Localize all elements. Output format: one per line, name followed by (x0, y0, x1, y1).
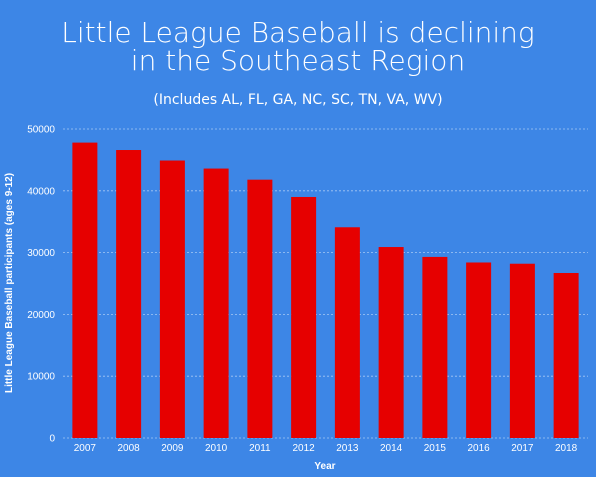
y-tick-labels: 0 10000 20000 30000 40000 50000 (27, 125, 55, 445)
bar-2008 (116, 150, 142, 438)
x-tick-label: 2008 (118, 443, 141, 454)
y-tick-label: 40000 (27, 186, 55, 197)
bar-2016 (466, 262, 492, 438)
x-tick-label: 2016 (468, 443, 491, 454)
y-tick-label: 10000 (27, 372, 55, 383)
chart-title-line-2: in the Southeast Region (131, 44, 465, 77)
bar-2015 (422, 256, 448, 438)
bar-2014 (378, 247, 404, 438)
bars (72, 142, 579, 438)
x-tick-label: 2015 (424, 443, 447, 454)
x-tick-label: 2013 (336, 443, 359, 454)
bar-2007 (72, 142, 98, 438)
gridlines (63, 128, 588, 439)
x-tick-label: 2017 (511, 443, 534, 454)
y-axis-title: Little League Baseball participants (age… (4, 173, 15, 393)
chart-subtitle: (Includes AL, FL, GA, NC, SC, TN, VA, WV… (153, 92, 442, 108)
bar-2009 (159, 160, 185, 438)
y-tick-label: 0 (49, 434, 55, 445)
bar-2012 (291, 196, 317, 438)
y-tick-label: 20000 (27, 310, 55, 321)
bar-2010 (203, 168, 229, 438)
x-tick-label: 2018 (555, 443, 578, 454)
x-tick-label: 2009 (161, 443, 184, 454)
y-tick-label: 50000 (27, 125, 55, 136)
x-tick-label: 2011 (249, 443, 271, 454)
bar-2011 (247, 179, 273, 438)
x-axis-title: Year (314, 461, 335, 472)
x-tick-label: 2010 (205, 443, 228, 454)
x-tick-label: 2012 (293, 443, 316, 454)
y-tick-label: 30000 (27, 248, 55, 259)
x-tick-label: 2014 (380, 443, 403, 454)
chart-title-line-1: Little League Baseball is declining (61, 16, 534, 49)
x-tick-label: 2007 (74, 443, 97, 454)
bar-2017 (509, 263, 535, 438)
bar-2013 (334, 227, 360, 438)
bar-2018 (553, 272, 579, 438)
x-tick-labels: 2007 2008 2009 2010 2011 2012 2013 2014 2015 2016… (74, 443, 578, 454)
